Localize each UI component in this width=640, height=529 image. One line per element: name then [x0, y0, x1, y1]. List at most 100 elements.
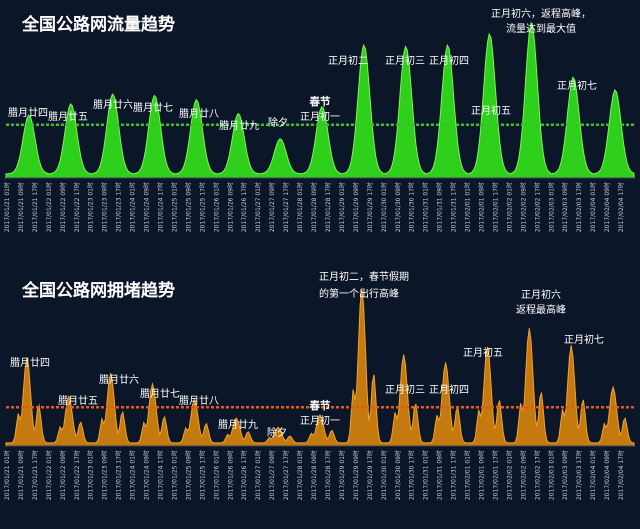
- x-tick-label: 2017/01/31 01时: [422, 182, 430, 232]
- annotation-label: 腊月廿六: [99, 374, 139, 386]
- x-tick-label: 2017/01/25 01时: [171, 182, 179, 232]
- x-tick-label: 2017/01/22 17时: [73, 450, 81, 500]
- x-tick-label: 2017/02/03 01时: [547, 450, 555, 500]
- x-tick-label: 2017/01/21 09时: [17, 450, 25, 500]
- x-tick-label: 2017/01/29 09时: [352, 450, 360, 500]
- x-tick-label: 2017/02/03 01时: [547, 182, 555, 232]
- x-tick-label: 2017/01/21 01时: [3, 182, 11, 232]
- x-tick-label: 2017/01/24 01时: [129, 182, 137, 232]
- annotation-label: 正月初三: [385, 383, 425, 396]
- x-tick-label: 2017/01/21 01时: [3, 450, 11, 500]
- x-tick-label: 2017/02/04 17时: [617, 450, 625, 500]
- x-tick-label: 2017/02/03 17时: [575, 182, 583, 232]
- x-tick-label: 2017/02/01 01时: [464, 450, 472, 500]
- x-tick-label: 2017/01/27 01时: [254, 450, 262, 500]
- x-tick-label: 2017/01/23 01时: [87, 182, 95, 232]
- x-tick-label: 2017/01/26 01时: [212, 182, 220, 232]
- annotation-label: 除夕: [267, 426, 287, 439]
- x-tick-label: 2017/01/28 01时: [296, 182, 304, 232]
- annotation-label: 正月初一: [300, 414, 340, 427]
- x-tick-label: 2017/01/24 17时: [157, 182, 165, 232]
- x-tick-label: 2017/01/30 17时: [408, 182, 416, 232]
- x-tick-label: 2017/01/27 17时: [282, 450, 290, 500]
- x-tick-label: 2017/01/24 17时: [157, 450, 165, 500]
- x-tick-label: 2017/01/27 09时: [268, 182, 276, 232]
- x-tick-label: 2017/01/24 09时: [143, 450, 151, 500]
- x-tick-label: 2017/01/30 01时: [380, 450, 388, 500]
- x-tick-label: 2017/01/22 17时: [73, 182, 81, 232]
- x-tick-label: 2017/01/30 01时: [380, 182, 388, 232]
- x-tick-label: 2017/01/26 09时: [226, 450, 234, 500]
- annotation-label: 腊月廿八: [179, 108, 219, 120]
- x-tick-label: 2017/02/01 01时: [464, 182, 472, 232]
- x-tick-label: 2017/01/31 17时: [450, 450, 458, 500]
- x-tick-label: 2017/02/04 01时: [589, 450, 597, 500]
- x-tick-label: 2017/01/23 17时: [115, 182, 123, 232]
- x-tick-label: 2017/01/26 17时: [240, 450, 248, 500]
- x-tick-label: 2017/01/22 01时: [45, 182, 53, 232]
- x-tick-label: 2017/01/26 17时: [240, 182, 248, 232]
- x-tick-label: 2017/01/28 17时: [324, 182, 332, 232]
- x-tick-label: 2017/01/29 09时: [352, 182, 360, 232]
- annotation-label: 腊月廿四: [8, 107, 48, 119]
- annotation-label: 春节: [310, 95, 331, 108]
- x-tick-label: 2017/01/27 09时: [268, 450, 276, 500]
- x-tick-label: 2017/01/26 09时: [226, 182, 234, 232]
- annotation-label: 正月初七: [564, 333, 604, 346]
- x-tick-label: 2017/01/29 01时: [338, 450, 346, 500]
- x-tick-label: 2017/01/24 01时: [129, 450, 137, 500]
- annotation-label: 正月初四: [429, 383, 469, 396]
- annotation-label: 腊月廿六: [93, 99, 133, 111]
- annotation-label: 腊月廿九: [219, 120, 259, 132]
- x-tick-label: 2017/01/30 09时: [394, 450, 402, 500]
- annotation-label: 正月初六: [521, 288, 561, 301]
- x-tick-label: 2017/01/31 09时: [436, 450, 444, 500]
- annotation-label: 正月初三: [385, 54, 425, 67]
- x-tick-label: 2017/01/23 01时: [87, 450, 95, 500]
- x-tick-label: 2017/02/02 01时: [505, 450, 513, 500]
- annotation-label: 腊月廿七: [133, 102, 173, 114]
- x-tick-label: 2017/02/04 17时: [617, 182, 625, 232]
- annotation-label: 腊月廿八: [179, 395, 219, 407]
- x-tick-label: 2017/02/04 09时: [603, 450, 611, 500]
- annotation-label: 正月初二，春节假期: [319, 270, 409, 283]
- x-tick-label: 2017/01/29 01时: [338, 182, 346, 232]
- x-tick-label: 2017/01/30 17时: [408, 450, 416, 500]
- x-tick-label: 2017/02/02 17时: [533, 450, 541, 500]
- annotation-label: 除夕: [268, 116, 288, 129]
- x-tick-label: 2017/02/01 17时: [491, 450, 499, 500]
- congestion-chart-title: 全国公路网拥堵趋势: [21, 280, 175, 301]
- x-tick-label: 2017/01/31 09时: [436, 182, 444, 232]
- x-tick-label: 2017/01/25 17时: [198, 450, 206, 500]
- x-tick-label: 2017/01/22 09时: [59, 450, 67, 500]
- annotation-label: 腊月廿九: [218, 419, 258, 431]
- x-tick-label: 2017/02/02 01时: [505, 182, 513, 232]
- x-tick-label: 2017/02/04 01时: [589, 182, 597, 232]
- x-tick-label: 2017/01/25 09时: [184, 182, 192, 232]
- x-tick-label: 2017/02/03 09时: [561, 182, 569, 232]
- x-tick-label: 2017/01/21 09时: [17, 182, 25, 232]
- x-tick-label: 2017/01/30 09时: [394, 182, 402, 232]
- chart-panel-congestion: 2017/01/21 01时 2017/01/21 09时 2017/01/21 1…: [3, 270, 635, 500]
- x-tick-label: 2017/01/24 09时: [143, 182, 151, 232]
- x-tick-label: 2017/01/28 09时: [310, 450, 318, 500]
- x-tick-label: 2017/02/04 09时: [603, 182, 611, 232]
- x-tick-label: 2017/01/23 09时: [101, 450, 109, 500]
- x-tick-label: 2017/02/01 17时: [491, 182, 499, 232]
- x-tick-label: 2017/01/31 01时: [422, 450, 430, 500]
- x-tick-label: 2017/02/02 09时: [519, 182, 527, 232]
- annotation-label: 腊月廿四: [10, 357, 50, 369]
- x-tick-label: 2017/02/01 09时: [478, 182, 486, 232]
- x-tick-label: 2017/01/31 17时: [450, 182, 458, 232]
- traffic-chart-title: 全国公路网流量趋势: [21, 14, 175, 35]
- x-tick-label: 2017/01/23 09时: [101, 182, 109, 232]
- annotation-label: 腊月廿五: [48, 111, 88, 123]
- annotation-label: 正月初五: [471, 104, 511, 117]
- annotation-label: 返程最高峰: [516, 303, 566, 316]
- x-tick-label: 2017/01/21 17时: [31, 182, 39, 232]
- x-tick-label: 2017/01/28 01时: [296, 450, 304, 500]
- annotation-label: 流量达到最大值: [506, 22, 576, 35]
- x-tick-label: 2017/01/27 17时: [282, 182, 290, 232]
